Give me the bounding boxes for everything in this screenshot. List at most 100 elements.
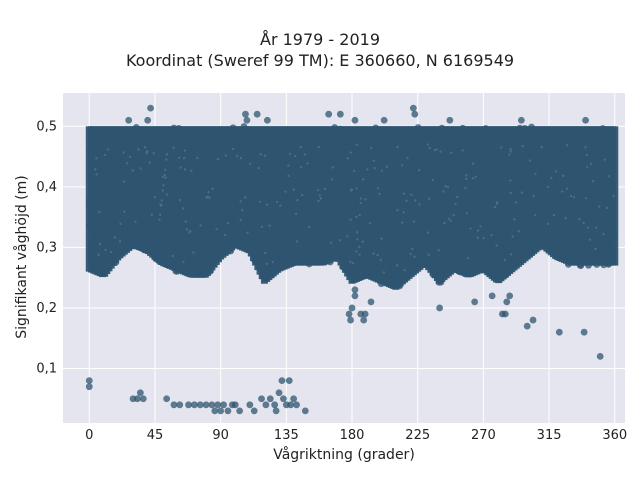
band-point bbox=[92, 234, 100, 242]
band-speckle bbox=[355, 215, 358, 219]
band-point bbox=[604, 158, 612, 166]
band-point bbox=[94, 154, 102, 162]
band-point bbox=[322, 141, 330, 149]
band-point bbox=[535, 183, 543, 191]
band-point bbox=[390, 264, 398, 272]
band-point bbox=[285, 251, 293, 259]
band-speckle bbox=[514, 201, 518, 204]
band-speckle bbox=[271, 260, 275, 264]
band-point bbox=[133, 236, 141, 244]
band-point bbox=[173, 205, 180, 212]
band-point bbox=[453, 185, 461, 192]
band-point bbox=[505, 209, 513, 216]
data-point bbox=[258, 395, 265, 403]
band-point bbox=[267, 168, 275, 175]
band-speckle bbox=[405, 199, 408, 202]
data-point bbox=[325, 110, 333, 118]
band-point bbox=[101, 132, 109, 140]
band-speckle bbox=[128, 155, 132, 158]
band-point bbox=[336, 170, 344, 177]
band-speckle bbox=[352, 169, 356, 173]
data-point bbox=[506, 292, 514, 300]
band-point bbox=[208, 221, 216, 229]
band-point bbox=[89, 170, 97, 177]
band-point bbox=[443, 165, 450, 172]
band-point bbox=[516, 228, 524, 235]
band-point bbox=[192, 262, 200, 270]
data-point bbox=[293, 401, 300, 409]
band-point bbox=[204, 181, 212, 188]
band-point bbox=[418, 244, 426, 251]
band-point bbox=[429, 271, 437, 278]
band-speckle bbox=[503, 258, 507, 262]
data-points bbox=[85, 104, 604, 415]
band-speckle bbox=[145, 151, 148, 155]
band-speckle bbox=[540, 145, 543, 149]
band-speckle bbox=[511, 235, 514, 238]
band-point bbox=[230, 201, 238, 209]
band-point bbox=[166, 155, 174, 163]
band-speckle bbox=[159, 203, 162, 206]
band-speckle bbox=[113, 236, 117, 239]
band-point bbox=[146, 223, 154, 231]
band-point bbox=[287, 131, 295, 139]
band-point bbox=[516, 124, 524, 132]
band-point bbox=[348, 244, 355, 252]
band-point bbox=[495, 170, 503, 178]
band-speckle bbox=[148, 161, 151, 164]
band-point bbox=[235, 149, 243, 157]
band-speckle bbox=[435, 148, 438, 151]
band-speckle bbox=[378, 192, 381, 195]
band-point bbox=[232, 192, 240, 200]
band-point bbox=[127, 131, 135, 139]
band-point bbox=[94, 228, 102, 235]
band-speckle bbox=[396, 145, 399, 149]
band-speckle bbox=[358, 253, 361, 256]
band-point bbox=[119, 165, 127, 173]
data-point bbox=[582, 116, 589, 124]
data-point bbox=[220, 401, 227, 409]
band-point bbox=[203, 263, 211, 271]
band-point bbox=[142, 137, 150, 145]
band-speckle bbox=[356, 238, 359, 241]
band-point bbox=[198, 269, 206, 276]
band-speckle bbox=[474, 175, 477, 178]
band-point bbox=[198, 214, 206, 222]
band-point bbox=[610, 231, 618, 239]
data-point bbox=[144, 116, 152, 124]
band-point bbox=[106, 239, 114, 246]
band-speckle bbox=[345, 235, 349, 238]
band-point bbox=[216, 224, 223, 232]
band-speckle bbox=[192, 251, 195, 254]
band-point bbox=[212, 186, 220, 194]
band-speckle bbox=[165, 158, 168, 161]
band-speckle bbox=[223, 233, 227, 237]
x-tick-label: 90 bbox=[212, 428, 229, 443]
band-speckle bbox=[153, 195, 156, 199]
data-point bbox=[348, 304, 356, 312]
band-speckle bbox=[564, 217, 567, 220]
band-point bbox=[98, 250, 106, 258]
band-speckle bbox=[122, 180, 126, 183]
band-point bbox=[374, 198, 382, 205]
band-point bbox=[291, 213, 299, 221]
data-point bbox=[501, 310, 509, 318]
band-point bbox=[331, 153, 339, 160]
band-point bbox=[414, 124, 422, 131]
band-point bbox=[170, 124, 178, 132]
band-speckle bbox=[123, 210, 126, 213]
band-speckle bbox=[437, 248, 441, 252]
band-point bbox=[337, 153, 345, 161]
band-point bbox=[483, 219, 490, 227]
band-speckle bbox=[295, 240, 299, 243]
band-point bbox=[529, 233, 536, 240]
band-speckle bbox=[287, 174, 290, 178]
band-point bbox=[546, 148, 554, 156]
band-point bbox=[488, 200, 496, 208]
band-point bbox=[301, 208, 309, 216]
band-speckle bbox=[258, 200, 262, 203]
data-point bbox=[529, 316, 537, 324]
band-point bbox=[163, 199, 170, 207]
band-speckle bbox=[165, 153, 169, 156]
band-point bbox=[420, 224, 428, 232]
